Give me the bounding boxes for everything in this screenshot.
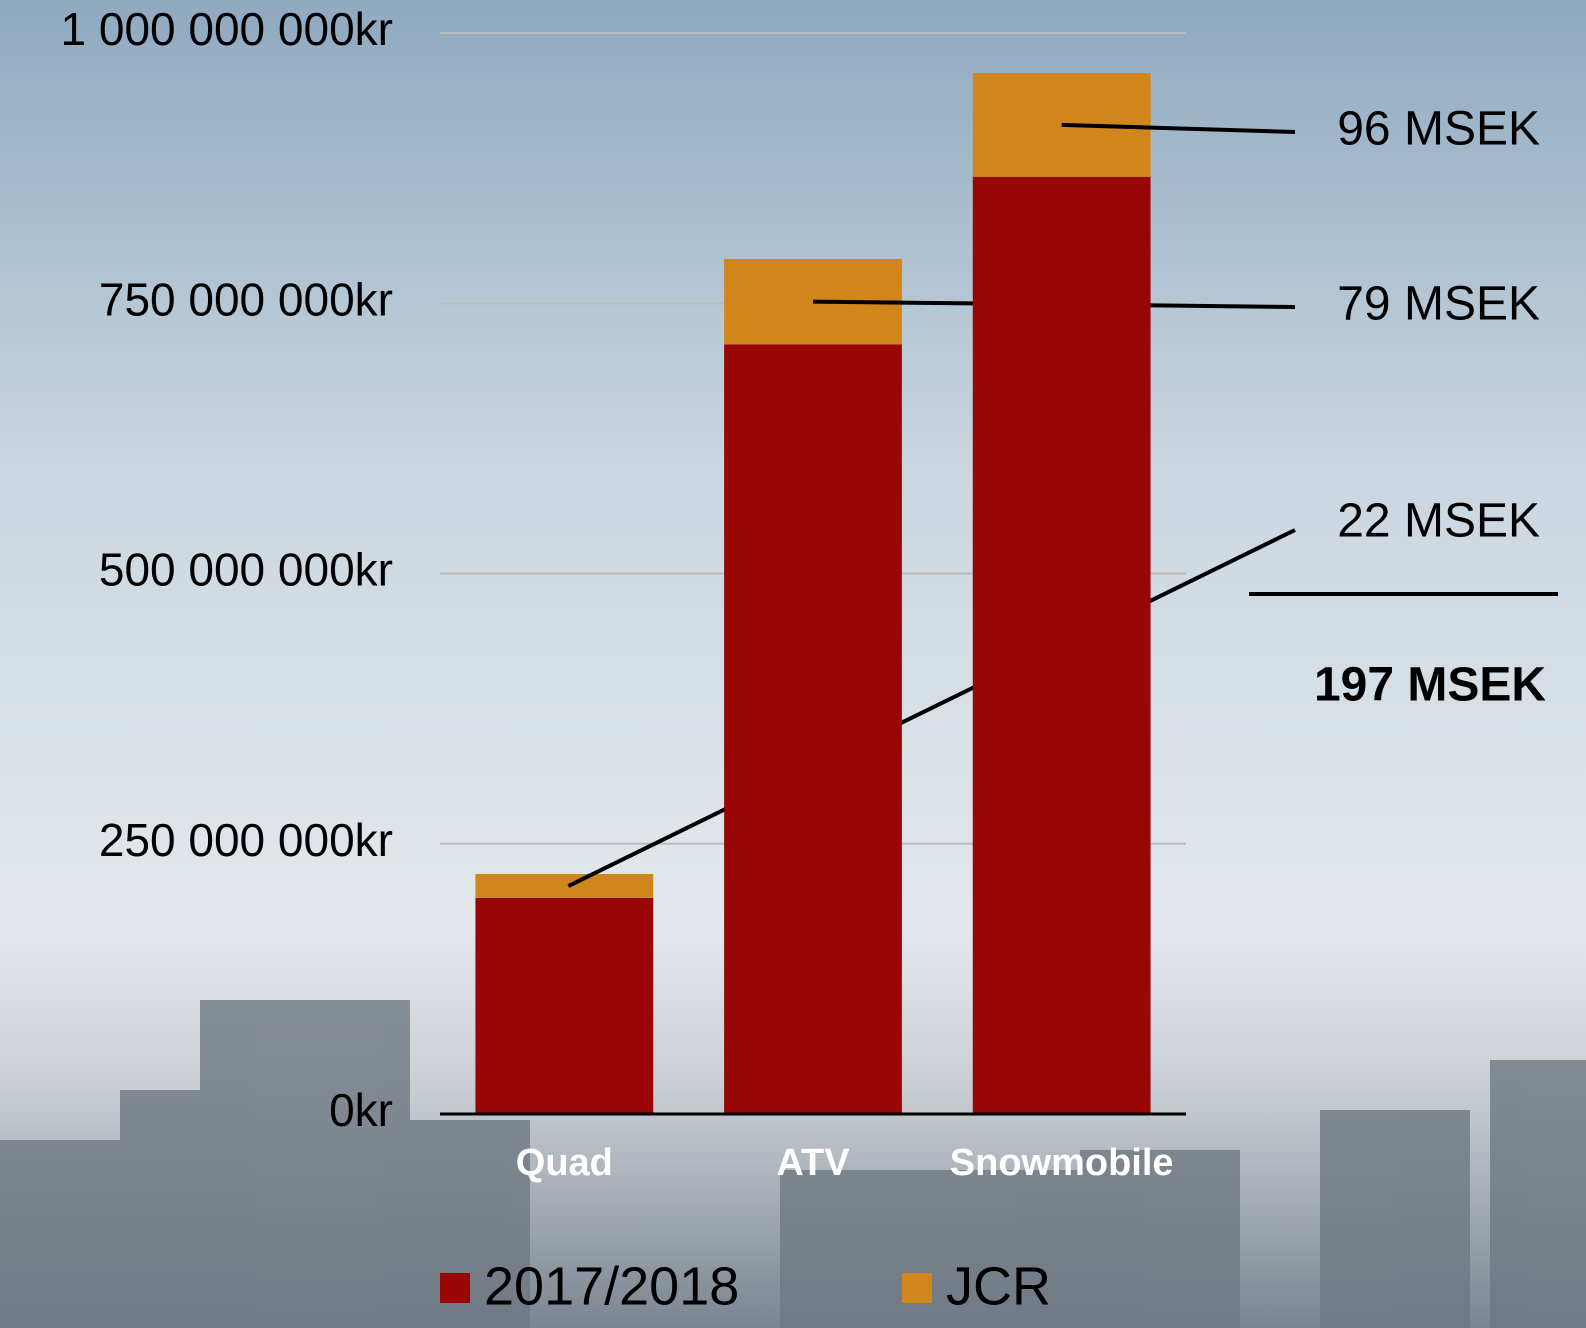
y-tick-label: 1 000 000 000kr	[61, 3, 394, 55]
leader-line	[1061, 122, 1296, 134]
legend-swatch	[440, 1273, 470, 1303]
y-tick-label: 500 000 000kr	[99, 544, 393, 596]
leader-line	[567, 528, 1296, 888]
bar-segment	[724, 344, 902, 1114]
x-tick-label: Quad	[516, 1142, 613, 1184]
data-label: 79 MSEK	[1337, 278, 1540, 331]
y-tick-label: 0kr	[329, 1084, 393, 1136]
legend-label: JCR	[946, 1256, 1051, 1316]
x-tick-label: Snowmobile	[950, 1142, 1174, 1184]
total-label: 197 MSEK	[1314, 659, 1546, 712]
y-tick-label: 250 000 000kr	[99, 814, 393, 866]
data-label: 96 MSEK	[1337, 103, 1540, 156]
y-tick-label: 750 000 000kr	[99, 273, 393, 325]
bar-segment	[972, 176, 1151, 1114]
bar-segment	[475, 897, 654, 1114]
legend-swatch	[902, 1273, 932, 1303]
bar-segment	[475, 874, 654, 898]
legend-label: 2017/2018	[484, 1256, 739, 1316]
data-label: 22 MSEK	[1337, 495, 1540, 548]
x-tick-label: ATV	[776, 1142, 850, 1184]
